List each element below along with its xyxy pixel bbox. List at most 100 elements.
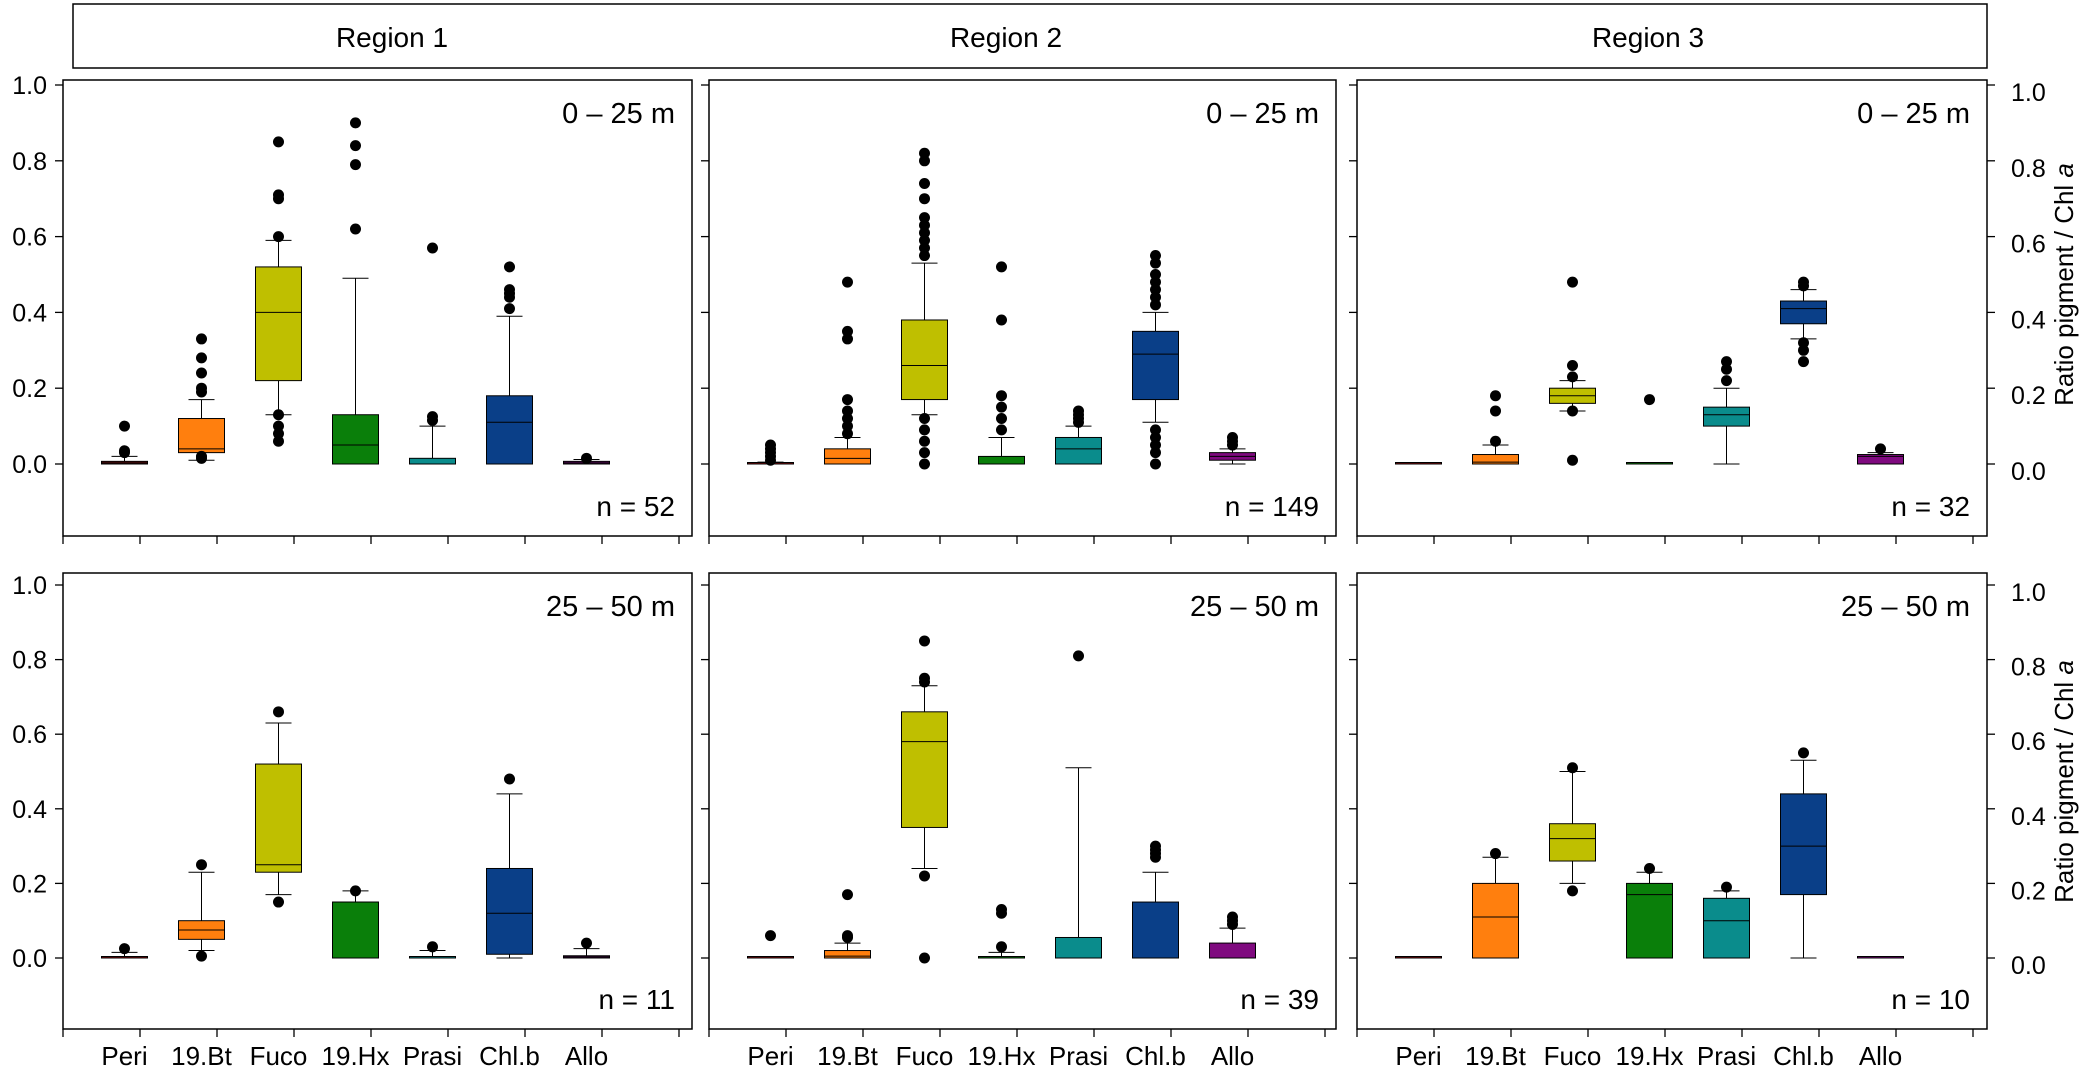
box-allo — [1857, 443, 1904, 465]
box-19-bt — [178, 333, 225, 464]
outlier-point — [1567, 276, 1578, 288]
outlier-point — [427, 242, 438, 254]
panel-r2-c3: 0.0 0.2 0.4 0.6 0.8 1.0 25 – 50 m n = 10 Peri 19.… — [1349, 572, 2046, 1068]
iqr-box — [1055, 936, 1102, 959]
depth-label: 0 – 25 m — [562, 98, 675, 130]
box-19-hx — [332, 885, 379, 959]
x-category-label: Peri — [101, 1041, 147, 1068]
depth-label: 25 – 50 m — [546, 591, 675, 623]
x-category-label: Prasi — [1697, 1041, 1756, 1068]
outlier-point — [273, 420, 284, 432]
outlier-point — [427, 941, 438, 953]
iqr-box — [1209, 942, 1256, 959]
outlier-point — [1721, 356, 1732, 368]
outlier-point — [919, 227, 930, 239]
outlier-point — [1644, 862, 1655, 874]
iqr-box — [1132, 901, 1179, 959]
outlier-point — [842, 276, 853, 288]
iqr-box — [1132, 330, 1179, 401]
outlier-point — [350, 885, 361, 897]
outlier-point — [919, 672, 930, 684]
region-2-label: Region 2 — [950, 22, 1062, 53]
outlier-point — [196, 367, 207, 379]
box-fuco — [255, 706, 302, 908]
x-category-label: 19.Bt — [817, 1041, 878, 1068]
panel-r1-c2: 0 – 25 m n = 149 — [701, 79, 1337, 544]
outlier-point — [842, 333, 853, 345]
outlier-point — [1490, 390, 1501, 402]
outlier-point — [504, 261, 515, 273]
outlier-point — [842, 325, 853, 337]
sample-count-label: n = 39 — [1240, 984, 1319, 1015]
panel-frame — [1356, 79, 1988, 537]
iqr-box — [1780, 300, 1827, 325]
panel-r2-c1: 0.0 0.2 0.4 0.6 0.8 1.0 25 – 50 m n = 11 Peri 19.… — [12, 572, 693, 1068]
outlier-point — [1073, 405, 1084, 417]
panel-r2-c2: 25 – 50 m n = 39 Peri 19.Bt Fuco 19.Hx Prasi Ch… — [701, 572, 1337, 1068]
y-tick-label-right: 1.0 — [2011, 79, 2046, 107]
box-prasi — [1055, 650, 1102, 959]
box-chl-b — [1780, 276, 1827, 368]
box-prasi — [409, 941, 456, 959]
region-header-frame — [72, 3, 1988, 69]
outlier-point — [919, 952, 930, 964]
y-tick-label: 0.2 — [12, 375, 47, 403]
y-tick-label-right: 1.0 — [2011, 579, 2046, 607]
outlier-point — [196, 950, 207, 962]
outlier-point — [919, 870, 930, 882]
box-fuco — [1549, 276, 1596, 466]
outlier-point — [919, 635, 930, 647]
outlier-point — [1150, 431, 1161, 443]
box-chl-b — [1132, 250, 1179, 470]
outlier-point — [119, 943, 130, 955]
box-peri — [1395, 956, 1442, 959]
outlier-point — [842, 394, 853, 406]
outlier-point — [842, 889, 853, 901]
box-19-bt — [1472, 390, 1519, 465]
iqr-box — [1549, 823, 1596, 862]
x-category-label: Allo — [1859, 1041, 1902, 1068]
box-19-hx — [978, 261, 1025, 465]
outlier-point — [996, 314, 1007, 326]
panel-frame — [708, 79, 1337, 537]
outlier-point — [1798, 337, 1809, 349]
x-category-label: Peri — [747, 1041, 793, 1068]
outlier-point — [504, 773, 515, 785]
outlier-point — [1875, 443, 1886, 455]
x-category-label: 19.Hx — [1616, 1041, 1684, 1068]
outlier-point — [919, 147, 930, 159]
box-fuco — [901, 147, 948, 470]
outlier-point — [119, 420, 130, 432]
y-tick-label-right: 0.8 — [2011, 654, 2046, 682]
panel-frame — [62, 79, 693, 537]
right-axis-title-italic: a — [2049, 660, 2079, 674]
sample-count-label: n = 32 — [1891, 491, 1970, 522]
sample-count-label: n = 10 — [1891, 984, 1970, 1015]
outlier-point — [996, 401, 1007, 413]
outlier-point — [919, 178, 930, 190]
x-category-label: Chl.b — [1125, 1041, 1186, 1068]
iqr-box — [178, 418, 225, 454]
box-peri — [747, 930, 794, 959]
iqr-box — [978, 455, 1025, 465]
y-tick-label-right: 0.0 — [2011, 952, 2046, 980]
outlier-point — [1567, 885, 1578, 897]
outlier-point — [273, 435, 284, 447]
x-category-label: 19.Bt — [1465, 1041, 1526, 1068]
outlier-point — [1798, 276, 1809, 288]
outlier-point — [919, 435, 930, 447]
outlier-point — [196, 333, 207, 345]
outlier-point — [504, 303, 515, 315]
outlier-point — [842, 405, 853, 417]
outlier-point — [1150, 284, 1161, 296]
outlier-point — [581, 452, 592, 464]
outlier-point — [919, 458, 930, 470]
x-category-label: Allo — [565, 1041, 608, 1068]
outlier-point — [1150, 276, 1161, 288]
outlier-point — [350, 223, 361, 235]
outlier-point — [1567, 454, 1578, 466]
region-3-label: Region 3 — [1592, 22, 1704, 53]
outlier-point — [765, 930, 776, 942]
